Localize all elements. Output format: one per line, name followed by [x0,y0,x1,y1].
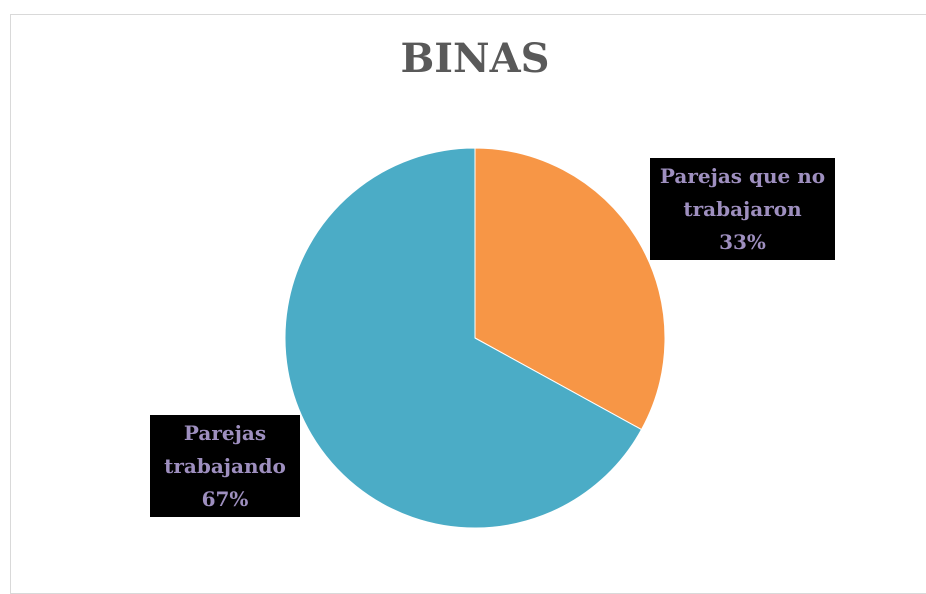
data-label: Parejas que no trabajaron 33% [650,158,835,260]
chart: BINAS [284,35,666,529]
page: {"chart_data": {"type": "pie", "title": … [10,14,926,594]
label-value: 67% [201,487,249,511]
data-label: Parejas trabajando 67% [150,415,300,517]
label-value: 33% [719,230,766,254]
pie-slice [474,147,666,431]
pie-slice [284,147,643,529]
label-category: Parejas trabajando [164,421,286,478]
chart-title: BINAS [400,35,549,82]
label-category: Parejas que no trabajaron [659,164,826,221]
